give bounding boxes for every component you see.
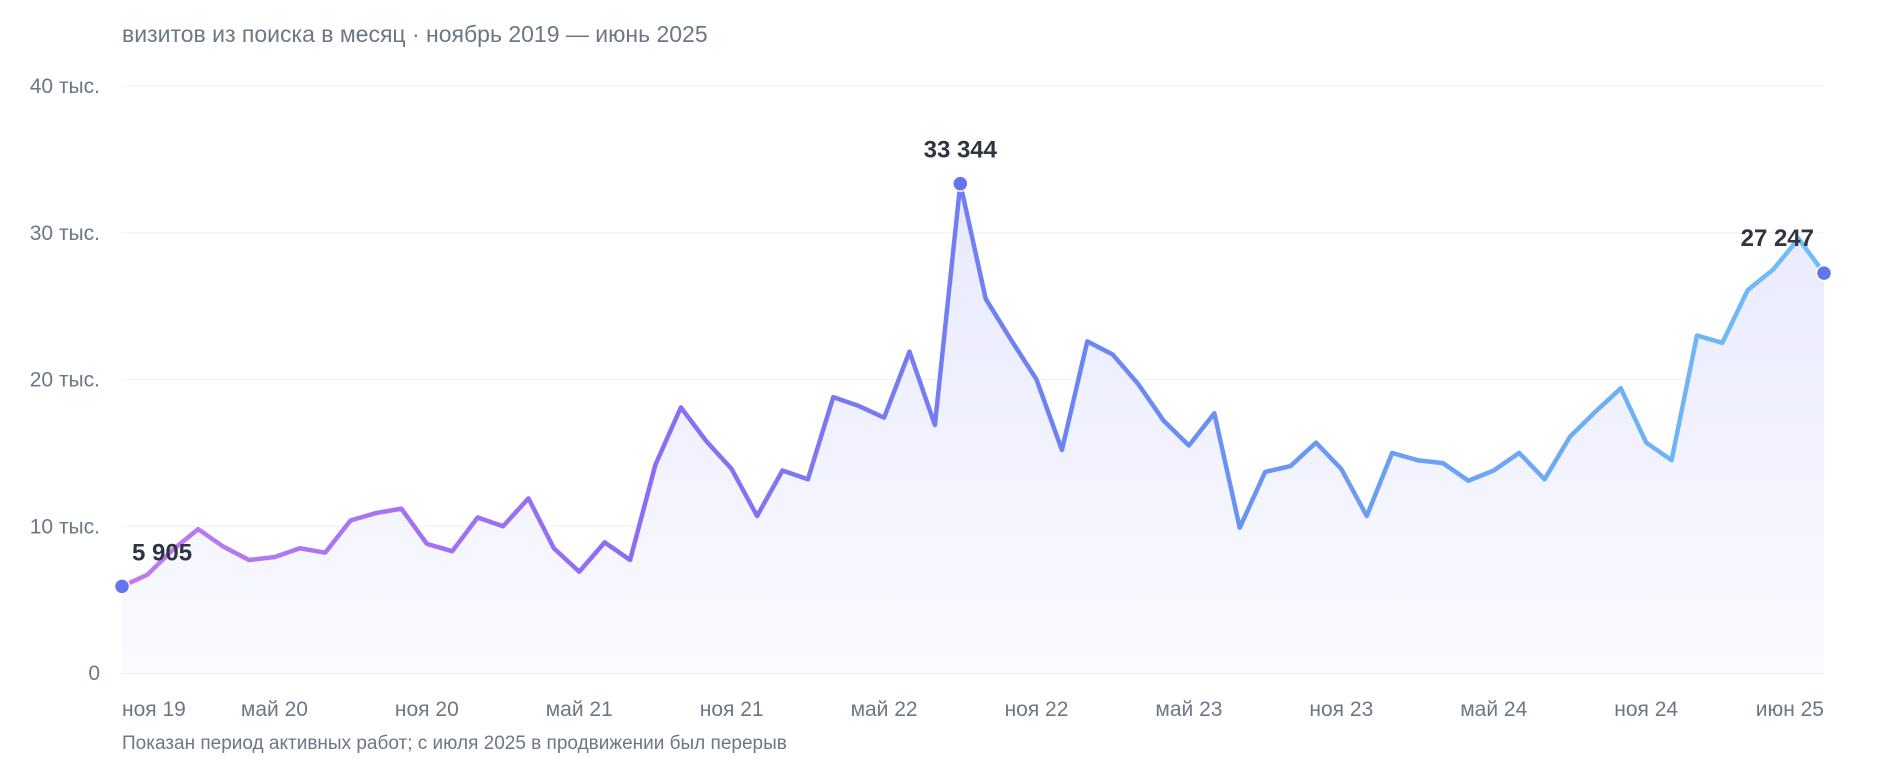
data-point-label: 5 905 [132,539,192,566]
data-point-marker [113,578,131,595]
x-axis: ноя 19 май 20 ноя 20 май 21 ноя 21 май 22 ноя … [122,698,1824,721]
data-point-marker [952,175,969,192]
series-line [119,181,1827,589]
y-tick-label: 0 [88,662,100,685]
y-axis: 0 10 тыс. 20 тыс. 30 тыс. 40 тыс. [30,75,100,685]
x-tick-label: ноя 20 [395,698,459,721]
data-point-marker [1815,264,1833,282]
x-tick-label: май 23 [1155,698,1222,721]
y-tick-label: 20 тыс. [30,369,100,392]
x-tick-label: ноя 24 [1614,698,1678,721]
x-tick-label: май 21 [546,698,613,721]
x-tick-label: май 24 [1460,698,1527,721]
x-tick-label: июн 25 [1756,698,1824,721]
data-point-label: 33 344 [924,137,998,164]
chart-subtitle: визитов из поиска в месяц · ноябрь 2019 … [122,21,708,47]
y-tick-label: 30 тыс. [30,222,100,245]
chart-footnote: Показан период активных работ; с июля 20… [122,733,787,754]
x-tick-label: ноя 23 [1309,698,1373,721]
series-area [122,183,1824,673]
x-tick-label: ноя 19 [122,698,186,721]
y-tick-label: 10 тыс. [30,515,100,538]
x-tick-label: ноя 22 [1005,698,1069,721]
data-point-label: 27 247 [1741,225,1814,252]
x-tick-label: ноя 21 [700,698,764,721]
labeled-points: 5 905 33 344 27 247 [113,137,1833,595]
x-tick-label: май 20 [241,698,308,721]
y-tick-label: 40 тыс. [30,75,100,98]
x-tick-label: май 22 [851,698,918,721]
